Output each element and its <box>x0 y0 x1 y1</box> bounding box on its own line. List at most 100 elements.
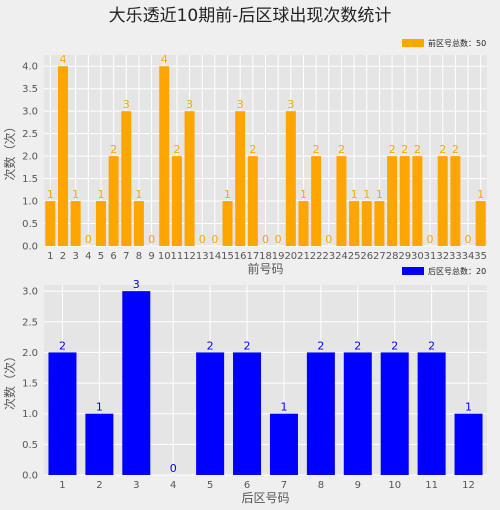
x-tick-label: 25 <box>348 251 361 262</box>
x-tick-label: 30 <box>411 251 424 262</box>
bar <box>121 111 132 246</box>
y-tick-label: 3.0 <box>22 107 38 118</box>
bar-value-label: 3 <box>186 98 193 111</box>
x-tick-label: 1 <box>47 251 53 262</box>
bar-value-label: 1 <box>280 401 287 414</box>
y-tick-label: 1.5 <box>22 174 38 185</box>
bar-value-label: 3 <box>133 278 140 291</box>
bar <box>311 156 322 246</box>
bar <box>306 352 335 475</box>
x-tick-label: 26 <box>360 251 373 262</box>
bar-value-label: 2 <box>110 143 117 156</box>
x-tick-label: 28 <box>386 251 399 262</box>
bar-value-label: 2 <box>244 339 251 352</box>
bar-value-label: 0 <box>465 233 472 246</box>
y-tick-label: 2.0 <box>22 348 38 359</box>
x-tick-label: 9 <box>355 480 361 491</box>
x-tick-label: 19 <box>272 251 285 262</box>
bar-value-label: 2 <box>313 143 320 156</box>
chart-panel-1: 0.00.51.01.52.02.53.03.54.01142130415263… <box>2 38 487 276</box>
x-tick-label: 6 <box>244 480 250 491</box>
x-tick-label: 35 <box>474 251 487 262</box>
x-tick-label: 5 <box>207 480 213 491</box>
y-tick-label: 3.0 <box>22 287 38 298</box>
bar-value-label: 1 <box>135 188 142 201</box>
y-tick-label: 4.0 <box>22 62 38 73</box>
bar-value-label: 1 <box>72 188 79 201</box>
legend-swatch <box>402 267 424 275</box>
bar-value-label: 0 <box>170 462 177 475</box>
bar-value-label: 2 <box>428 339 435 352</box>
bar-value-label: 1 <box>96 401 103 414</box>
bar-value-label: 1 <box>224 188 231 201</box>
y-tick-label: 0.0 <box>22 242 38 253</box>
bar-value-label: 2 <box>414 143 421 156</box>
x-tick-label: 23 <box>322 251 335 262</box>
bar <box>247 156 258 246</box>
bar-value-label: 3 <box>287 98 294 111</box>
y-axis-label: 次数（次） <box>2 350 17 410</box>
bar <box>235 111 246 246</box>
x-tick-label: 6 <box>110 251 116 262</box>
x-tick-label: 4 <box>170 480 176 491</box>
bar <box>285 111 296 246</box>
bar <box>399 156 410 246</box>
bar-value-label: 2 <box>439 143 446 156</box>
x-tick-label: 21 <box>297 251 310 262</box>
chart-title: 大乐透近10期前-后区球出现次数统计 <box>109 6 392 26</box>
y-tick-label: 2.5 <box>22 317 38 328</box>
bar-value-label: 3 <box>237 98 244 111</box>
bar <box>349 201 360 246</box>
x-tick-label: 33 <box>449 251 462 262</box>
x-tick-label: 32 <box>436 251 449 262</box>
y-tick-label: 1.0 <box>22 197 38 208</box>
x-tick-label: 20 <box>284 251 297 262</box>
bar <box>133 201 144 246</box>
x-tick-label: 5 <box>98 251 104 262</box>
legend-swatch <box>402 39 424 47</box>
bar-value-label: 0 <box>275 233 282 246</box>
x-tick-label: 14 <box>209 251 222 262</box>
x-tick-label: 10 <box>158 251 171 262</box>
bar-value-label: 1 <box>363 188 370 201</box>
bar <box>336 156 347 246</box>
x-tick-label: 12 <box>183 251 196 262</box>
bar-value-label: 4 <box>59 53 66 66</box>
bar <box>85 413 114 475</box>
y-tick-label: 2.5 <box>22 129 38 140</box>
bar-value-label: 0 <box>211 233 218 246</box>
x-tick-label: 4 <box>85 251 91 262</box>
y-tick-label: 1.5 <box>22 379 38 390</box>
x-tick-label: 13 <box>196 251 209 262</box>
bar <box>374 201 385 246</box>
x-tick-label: 9 <box>148 251 154 262</box>
x-tick-label: 7 <box>123 251 129 262</box>
bar <box>361 201 372 246</box>
bar-value-label: 2 <box>391 339 398 352</box>
bar-value-label: 2 <box>401 143 408 156</box>
bar <box>387 156 398 246</box>
bar <box>343 352 372 475</box>
x-tick-label: 1 <box>59 480 65 491</box>
bar <box>454 413 483 475</box>
bar-value-label: 2 <box>249 143 256 156</box>
bar <box>437 156 448 246</box>
legend-label: 前区号总数：50 <box>428 38 486 48</box>
legend-label: 后区号总数：20 <box>428 266 486 276</box>
y-tick-label: 1.0 <box>22 409 38 420</box>
bar <box>122 291 151 475</box>
bar <box>159 66 170 246</box>
bar <box>57 66 68 246</box>
x-tick-label: 22 <box>310 251 323 262</box>
x-axis-label: 前号码 <box>247 261 283 276</box>
bar-value-label: 0 <box>148 233 155 246</box>
bar <box>417 352 446 475</box>
bar <box>380 352 409 475</box>
bar-value-label: 2 <box>354 339 361 352</box>
bar-value-label: 2 <box>389 143 396 156</box>
bar <box>48 352 77 475</box>
x-tick-label: 2 <box>96 480 102 491</box>
bar-value-label: 1 <box>351 188 358 201</box>
